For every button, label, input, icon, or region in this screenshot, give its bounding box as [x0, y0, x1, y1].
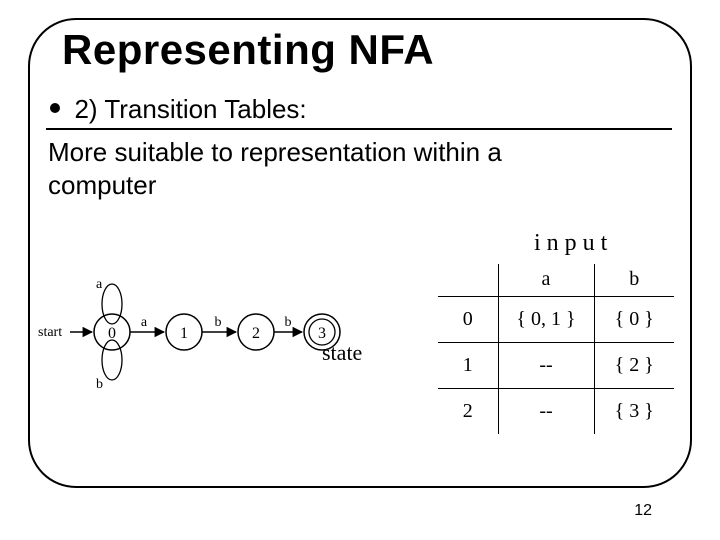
- page-number: 12: [634, 502, 652, 520]
- slide-title: Representing NFA: [62, 26, 434, 74]
- table-row: 1 -- { 2 }: [438, 342, 674, 388]
- bullet-icon: [50, 103, 60, 113]
- cell-r1-a: --: [498, 342, 594, 388]
- edge-0-1-label: a: [141, 315, 148, 330]
- body-text: More suitable to representation within a…: [48, 136, 668, 203]
- edge-1-2-label: b: [215, 315, 222, 330]
- slide-container: Representing NFA 2) Transition Tables: M…: [0, 0, 720, 540]
- loop-a-label: a: [96, 277, 103, 292]
- cell-r2-a: --: [498, 388, 594, 434]
- table-row: 0 { 0, 1 } { 0 }: [438, 296, 674, 342]
- transition-table: a b 0 { 0, 1 } { 0 } 1 -- { 2 } 2 -- { 3…: [438, 264, 674, 434]
- table-row: 2 -- { 3 }: [438, 388, 674, 434]
- state-2-label: 2: [252, 325, 260, 342]
- nfa-diagram: start 0 a b a 1 b 2 b 3: [38, 256, 348, 406]
- th-b: b: [594, 264, 674, 296]
- bullet-text: 2) Transition Tables:: [74, 94, 306, 124]
- state-header: state: [322, 340, 362, 366]
- bullet-row: 2) Transition Tables:: [50, 94, 670, 125]
- cell-r0-b: { 0 }: [594, 296, 674, 342]
- title-underline: [46, 128, 672, 130]
- table-header-row: a b: [438, 264, 674, 296]
- input-header: input: [534, 230, 613, 257]
- body-line-1: More suitable to representation within a: [48, 136, 668, 169]
- body-line-2: computer: [48, 169, 668, 202]
- start-label: start: [38, 325, 62, 340]
- state-1-label: 1: [180, 325, 188, 342]
- th-blank: [438, 264, 498, 296]
- edge-2-3-label: b: [285, 315, 292, 330]
- th-a: a: [498, 264, 594, 296]
- cell-r2-b: { 3 }: [594, 388, 674, 434]
- cell-r1-state: 1: [438, 342, 498, 388]
- cell-r0-a: { 0, 1 }: [498, 296, 594, 342]
- loop-b-label: b: [96, 377, 103, 392]
- cell-r1-b: { 2 }: [594, 342, 674, 388]
- cell-r2-state: 2: [438, 388, 498, 434]
- cell-r0-state: 0: [438, 296, 498, 342]
